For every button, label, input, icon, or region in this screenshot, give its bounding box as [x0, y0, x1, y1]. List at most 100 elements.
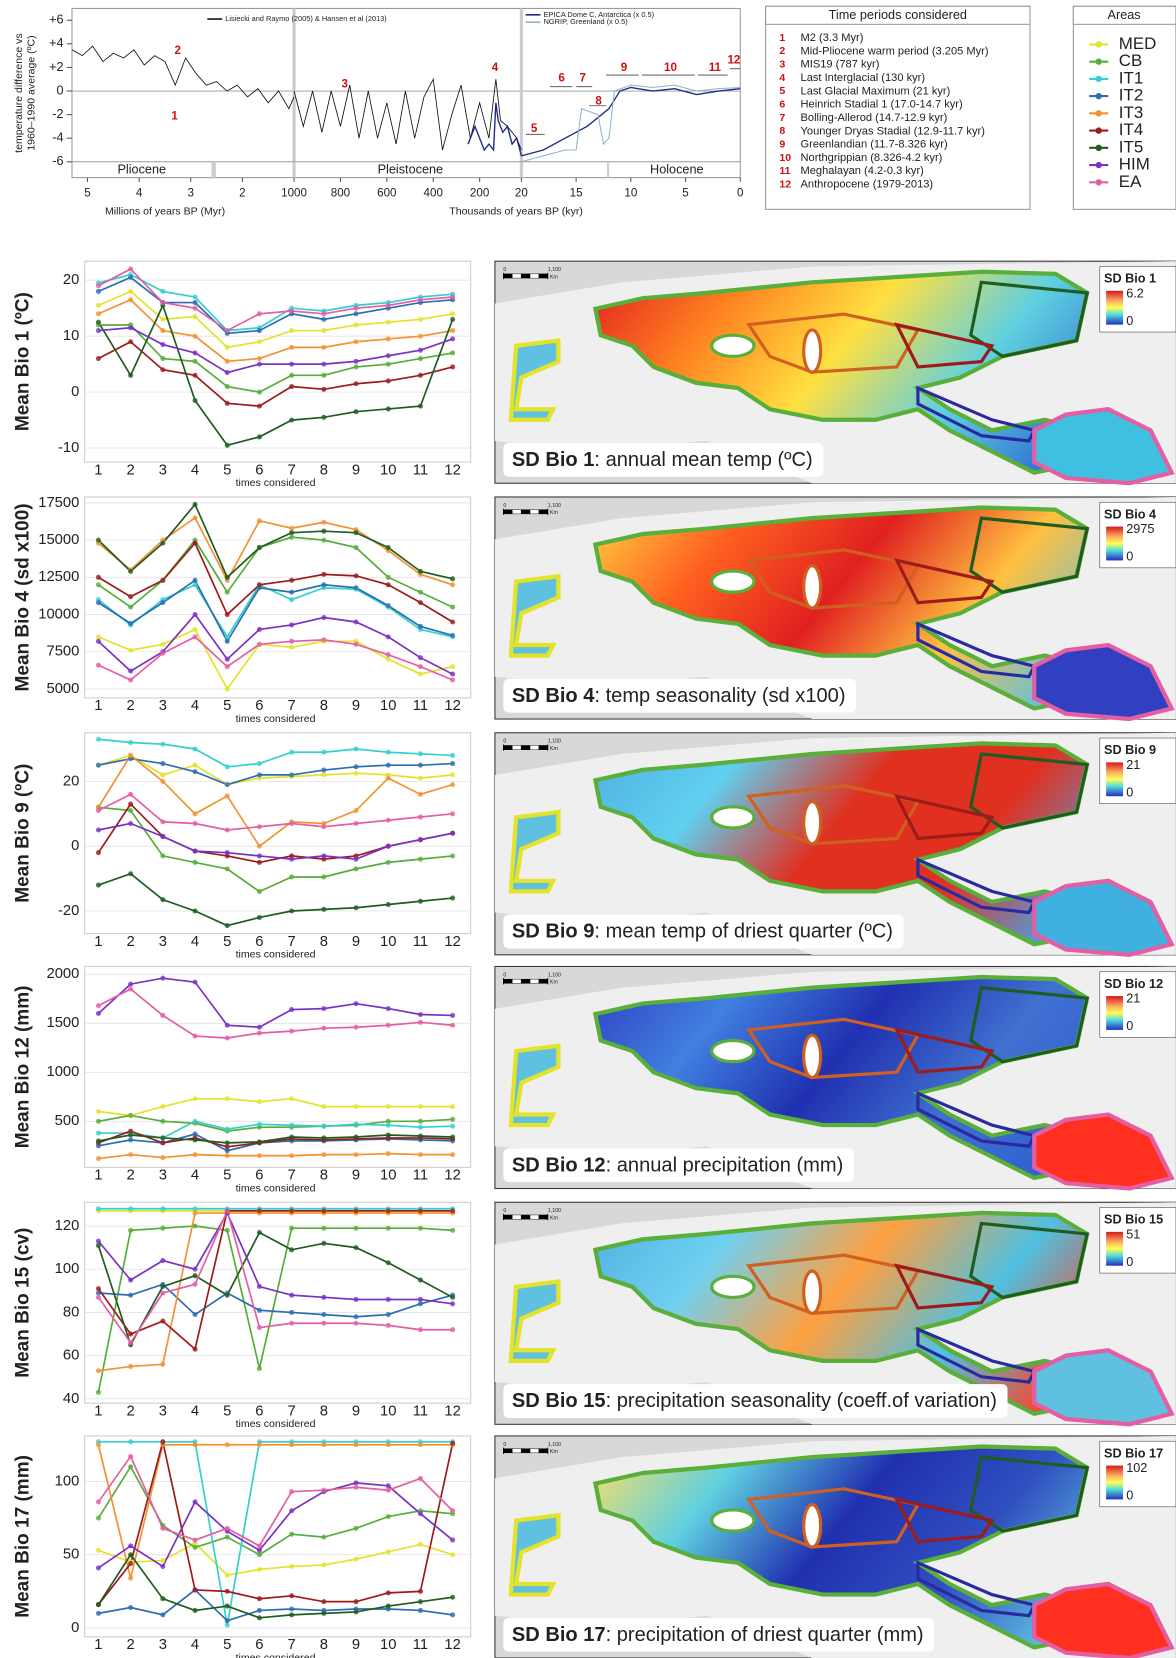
period-number: 9 [779, 138, 785, 150]
data-point [95, 1138, 101, 1144]
x-tick-label: 7 [288, 1637, 296, 1653]
period-number: 6 [779, 98, 785, 110]
caption-title: SD Bio 4 [512, 685, 595, 707]
x-tick-label: 6 [255, 1168, 263, 1184]
data-point [353, 1556, 359, 1562]
data-point [385, 1225, 391, 1231]
data-point [417, 856, 423, 862]
series-line [98, 822, 453, 861]
map-caption: SD Bio 15: precipitation seasonality (co… [512, 1390, 997, 1412]
data-point [289, 308, 295, 314]
y-tick-label: 100 [55, 1473, 80, 1489]
data-point [256, 1566, 262, 1572]
map-legend-title: SD Bio 12 [1104, 977, 1163, 991]
data-point [160, 367, 166, 373]
x-axis-label: times considered [236, 713, 316, 725]
data-point [160, 1563, 166, 1569]
data-point [353, 364, 359, 370]
y-tick-label: -6 [52, 154, 63, 168]
scale-segment [503, 1214, 513, 1220]
legend-label: CB [1119, 51, 1143, 70]
x-tick-label: 5 [84, 187, 90, 200]
data-point [417, 372, 423, 378]
x-tick-label: 5 [223, 1637, 231, 1653]
x-tick-label: 9 [352, 1404, 360, 1420]
data-point [321, 767, 327, 773]
areas-title: Areas [1108, 8, 1141, 22]
x-tick-label: 5 [682, 187, 688, 200]
data-point [160, 1206, 166, 1212]
data-point [353, 530, 359, 536]
x-axis-label: times considered [236, 477, 316, 489]
scale-segment [503, 509, 513, 515]
region-med [508, 809, 561, 894]
data-point [160, 1225, 166, 1231]
data-point [224, 1148, 230, 1154]
series-line [97, 1482, 454, 1569]
data-point [385, 302, 391, 308]
data-point [417, 1225, 423, 1231]
color-bar-min: 0 [1126, 550, 1133, 564]
data-point [128, 325, 134, 331]
data-point [385, 1590, 391, 1596]
data-point [128, 372, 134, 378]
data-point [128, 752, 134, 758]
x-tick-label: 6 [255, 1637, 263, 1653]
data-point [224, 1622, 230, 1628]
x-tick-label: 1000 [281, 187, 307, 200]
series-line [98, 1114, 453, 1132]
x-tick-label: 10 [380, 1637, 396, 1653]
data-point [289, 908, 295, 914]
temperature-line [293, 77, 522, 151]
data-point [353, 1314, 359, 1320]
data-point [95, 582, 101, 588]
map-caption: SD Bio 12: annual precipitation (mm) [512, 1155, 843, 1177]
data-point [192, 397, 198, 404]
data-point [160, 1258, 166, 1264]
data-point [385, 1442, 391, 1448]
data-point [256, 1607, 262, 1613]
data-point [224, 923, 230, 929]
period-marker: 1 [171, 109, 178, 122]
data-point [450, 1440, 456, 1446]
series-line [97, 1225, 453, 1393]
data-point [224, 400, 230, 406]
map-caption: SD Bio 17: precipitation of driest quart… [512, 1624, 924, 1646]
region-it3 [745, 784, 921, 846]
data-point [353, 905, 359, 911]
series-line [98, 793, 453, 831]
data-point [95, 1389, 101, 1395]
region-it4 [893, 1027, 995, 1074]
data-point [417, 898, 423, 904]
data-point [353, 322, 359, 328]
y-tick-label: 0 [71, 1620, 79, 1636]
period-label: Bolling-Allerod (14.7-12.9 kyr) [801, 112, 948, 124]
series-line [98, 754, 453, 786]
color-bar-max: 51 [1126, 1227, 1140, 1241]
x-tick-label: 11 [413, 698, 428, 714]
region-it5 [969, 752, 1090, 830]
period-marker: 12 [727, 53, 740, 66]
data-point [450, 1612, 456, 1618]
x-tick-label: 3 [159, 1404, 167, 1420]
period-label: MIS19 (787 kyr) [801, 59, 880, 71]
data-point [224, 1140, 230, 1146]
data-point [321, 1610, 327, 1616]
region-med [508, 573, 561, 658]
inland-sea [710, 1508, 756, 1533]
series-line [97, 1211, 453, 1305]
legend-dot [1095, 127, 1102, 134]
data-point [192, 1537, 198, 1543]
data-point [417, 1475, 423, 1482]
x-tick-label: 7 [288, 1404, 296, 1420]
scale-segment [520, 978, 531, 984]
data-point [353, 1320, 359, 1326]
data-point [450, 1104, 456, 1110]
caption-title: SD Bio 17 [512, 1624, 606, 1646]
data-point [256, 434, 262, 440]
data-point [95, 634, 101, 640]
data-point [95, 1108, 101, 1115]
data-point [128, 1292, 134, 1298]
x-tick-label: 4 [191, 1168, 199, 1184]
region-med [508, 1512, 561, 1597]
